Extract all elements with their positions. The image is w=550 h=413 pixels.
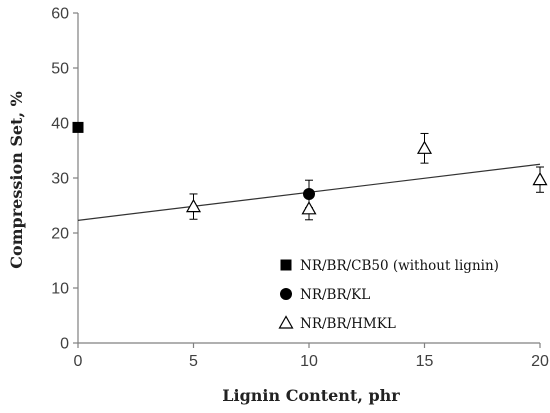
y-axis-title: Compression Set, % <box>7 91 26 269</box>
y-tick-label: 50 <box>51 61 69 78</box>
data-marks <box>72 121 548 221</box>
legend-item: NR/BR/CB50 (without lignin) <box>280 258 499 274</box>
series-2 <box>185 132 548 221</box>
legend-label: NR/BR/HMKL <box>300 316 396 332</box>
y-tick-label: 30 <box>51 171 69 188</box>
tick-labels: 0 10 20 30 40 50 60 0 5 10 15 20 <box>51 6 549 371</box>
axes <box>73 12 541 348</box>
x-tick-label: 0 <box>74 353 83 370</box>
series-0 <box>72 121 84 133</box>
legend-marker <box>280 259 292 271</box>
legend-marker <box>278 315 294 329</box>
legend-item: NR/BR/KL <box>280 287 370 303</box>
y-tick-label: 10 <box>51 281 69 298</box>
legend: NR/BR/CB50 (without lignin) NR/BR/KL NR/BR… <box>278 258 499 332</box>
y-tick-label: 0 <box>60 336 69 353</box>
x-tick-label: 5 <box>189 353 198 370</box>
legend-item: NR/BR/HMKL <box>278 315 396 332</box>
x-axis-title: Lignin Content, phr <box>222 386 400 405</box>
data-point <box>185 198 202 213</box>
x-tick-label: 10 <box>300 353 318 370</box>
data-point <box>416 140 433 154</box>
y-tick-label: 60 <box>51 6 69 23</box>
data-point <box>301 201 317 215</box>
legend-label: NR/BR/KL <box>300 287 370 303</box>
data-point <box>303 187 315 200</box>
x-tick-label: 15 <box>416 353 434 370</box>
x-tick-label: 20 <box>531 353 549 370</box>
legend-marker <box>280 288 292 300</box>
y-tick-label: 20 <box>51 226 69 243</box>
data-point <box>532 171 548 186</box>
legend-label: NR/BR/CB50 (without lignin) <box>300 258 499 274</box>
y-tick-label: 40 <box>51 116 69 133</box>
data-point <box>72 121 84 133</box>
